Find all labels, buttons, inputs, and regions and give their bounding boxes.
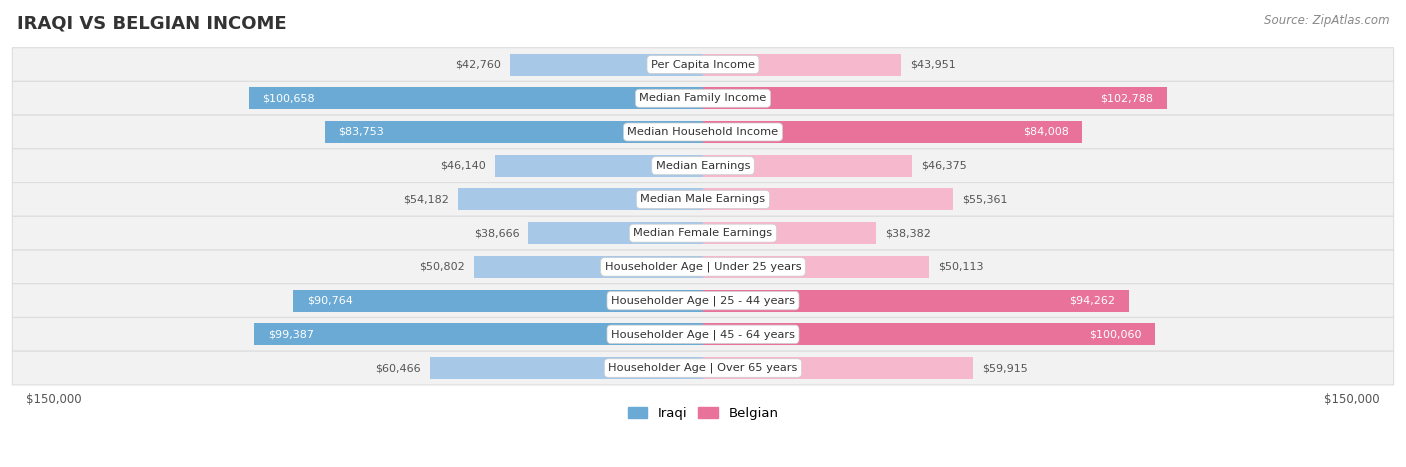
Text: $94,262: $94,262 — [1069, 296, 1115, 305]
FancyBboxPatch shape — [13, 183, 1393, 216]
Text: Source: ZipAtlas.com: Source: ZipAtlas.com — [1264, 14, 1389, 27]
FancyBboxPatch shape — [13, 149, 1393, 183]
Text: $150,000: $150,000 — [25, 393, 82, 406]
Text: $46,375: $46,375 — [921, 161, 967, 171]
Text: $42,760: $42,760 — [456, 60, 501, 70]
Text: $84,008: $84,008 — [1022, 127, 1069, 137]
Text: IRAQI VS BELGIAN INCOME: IRAQI VS BELGIAN INCOME — [17, 14, 287, 32]
Text: $38,382: $38,382 — [886, 228, 931, 238]
FancyBboxPatch shape — [13, 48, 1393, 81]
Text: Per Capita Income: Per Capita Income — [651, 60, 755, 70]
Text: $54,182: $54,182 — [404, 194, 450, 205]
Bar — [703, 323, 1154, 345]
Text: Median Household Income: Median Household Income — [627, 127, 779, 137]
Bar — [703, 155, 912, 177]
Text: $83,753: $83,753 — [339, 127, 384, 137]
Text: $100,060: $100,060 — [1088, 329, 1142, 340]
FancyBboxPatch shape — [13, 318, 1393, 351]
Text: Householder Age | Under 25 years: Householder Age | Under 25 years — [605, 262, 801, 272]
Bar — [495, 155, 703, 177]
Bar — [703, 121, 1083, 143]
Text: $43,951: $43,951 — [911, 60, 956, 70]
Text: Householder Age | 45 - 64 years: Householder Age | 45 - 64 years — [612, 329, 794, 340]
Bar — [703, 54, 901, 76]
Text: $50,113: $50,113 — [938, 262, 984, 272]
Text: $55,361: $55,361 — [962, 194, 1008, 205]
FancyBboxPatch shape — [13, 250, 1393, 284]
Bar — [294, 290, 703, 311]
Text: $38,666: $38,666 — [474, 228, 519, 238]
Bar — [703, 189, 953, 211]
Text: $90,764: $90,764 — [307, 296, 353, 305]
Bar — [430, 357, 703, 379]
Text: $150,000: $150,000 — [1324, 393, 1381, 406]
Bar — [458, 189, 703, 211]
Bar — [703, 222, 876, 244]
Text: $100,658: $100,658 — [262, 93, 315, 103]
FancyBboxPatch shape — [13, 284, 1393, 318]
FancyBboxPatch shape — [13, 216, 1393, 250]
Bar — [703, 256, 929, 278]
Text: $46,140: $46,140 — [440, 161, 485, 171]
FancyBboxPatch shape — [13, 351, 1393, 385]
Bar — [325, 121, 703, 143]
Text: $50,802: $50,802 — [419, 262, 464, 272]
Bar — [510, 54, 703, 76]
Text: $102,788: $102,788 — [1101, 93, 1153, 103]
Bar — [529, 222, 703, 244]
Bar — [474, 256, 703, 278]
Text: Median Earnings: Median Earnings — [655, 161, 751, 171]
Text: Householder Age | Over 65 years: Householder Age | Over 65 years — [609, 363, 797, 373]
Text: $59,915: $59,915 — [983, 363, 1028, 373]
Text: Householder Age | 25 - 44 years: Householder Age | 25 - 44 years — [612, 295, 794, 306]
Text: $99,387: $99,387 — [269, 329, 314, 340]
Bar — [703, 290, 1129, 311]
Text: Median Female Earnings: Median Female Earnings — [634, 228, 772, 238]
Legend: Iraqi, Belgian: Iraqi, Belgian — [623, 402, 783, 425]
FancyBboxPatch shape — [13, 81, 1393, 115]
Text: Median Male Earnings: Median Male Earnings — [641, 194, 765, 205]
Text: Median Family Income: Median Family Income — [640, 93, 766, 103]
Bar — [249, 87, 703, 109]
FancyBboxPatch shape — [13, 115, 1393, 149]
Bar — [254, 323, 703, 345]
Bar — [703, 357, 973, 379]
Bar — [703, 87, 1167, 109]
Text: $60,466: $60,466 — [375, 363, 420, 373]
